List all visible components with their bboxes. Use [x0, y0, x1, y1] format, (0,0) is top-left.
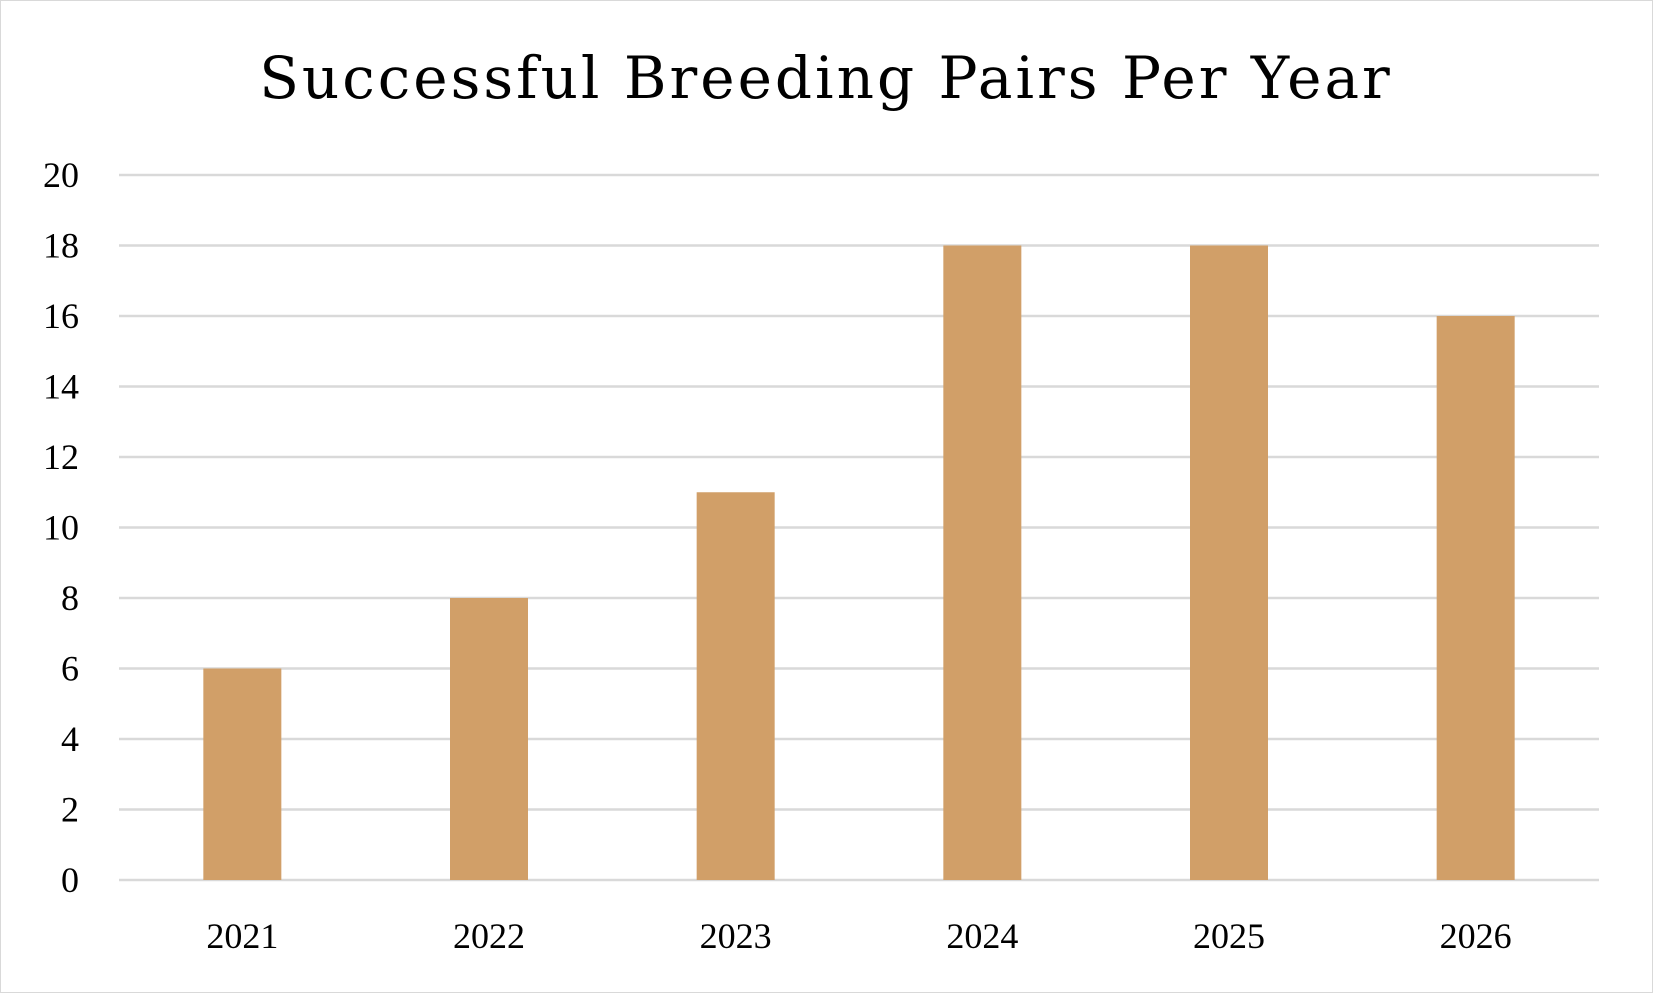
y-tick-label: 20: [43, 155, 79, 195]
x-axis-tick-labels: 2021 2022 2023 2024 2025 2026: [206, 916, 1511, 956]
y-tick-label: 2: [61, 790, 79, 830]
x-tick-label: 2024: [946, 916, 1018, 956]
chart-title: Successful Breeding Pairs Per Year: [259, 44, 1393, 112]
y-tick-label: 12: [43, 437, 79, 477]
x-tick-label: 2026: [1440, 916, 1512, 956]
bar-2024: [943, 245, 1022, 880]
x-tick-label: 2023: [700, 916, 772, 956]
y-tick-label: 18: [43, 226, 79, 266]
y-axis-tick-labels: 0 2 4 6 8 10 12 14 16 18 20: [43, 155, 79, 900]
gridlines: [119, 173, 1599, 882]
y-tick-label: 16: [43, 296, 79, 336]
y-tick-label: 8: [61, 578, 79, 618]
bar-2023: [696, 492, 775, 880]
x-tick-label: 2025: [1193, 916, 1265, 956]
y-tick-label: 4: [61, 719, 79, 759]
x-tick-label: 2022: [453, 916, 525, 956]
bar-2022: [450, 598, 528, 880]
x-tick-label: 2021: [206, 916, 278, 956]
y-tick-label: 6: [61, 649, 79, 689]
bars: [203, 245, 1515, 880]
y-tick-label: 10: [43, 508, 79, 548]
y-tick-label: 14: [43, 367, 79, 407]
bar-2026: [1436, 316, 1515, 880]
bar-2021: [203, 668, 282, 880]
y-tick-label: 0: [61, 860, 79, 900]
bar-2025: [1190, 245, 1268, 880]
